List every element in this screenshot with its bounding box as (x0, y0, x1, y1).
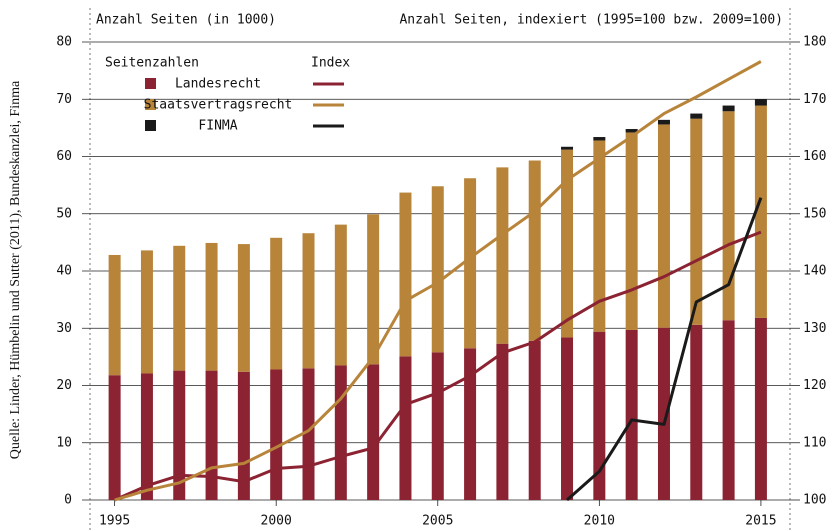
y2-tick-label: 100 (803, 493, 826, 508)
y-tick-label: 80 (56, 35, 72, 50)
legend-label: Landesrecht (175, 77, 261, 92)
bar-segment (399, 192, 412, 357)
right-axis-title: Anzahl Seiten, indexiert (1995=100 bzw. … (399, 13, 783, 28)
bar-segment (561, 146, 574, 150)
index-line (113, 230, 762, 502)
bar-segment (690, 113, 703, 119)
y-tick-label: 60 (56, 149, 72, 164)
x-tick-label: 1995 (99, 514, 130, 529)
bar-segment (754, 317, 767, 500)
bar-segment (657, 327, 670, 500)
y-tick-label: 10 (56, 435, 72, 450)
bar-segment (108, 375, 121, 500)
y2-tick-label: 150 (803, 206, 826, 221)
bar-segment (528, 340, 541, 500)
x-tick-label: 2015 (745, 514, 776, 529)
index-line (566, 197, 763, 502)
bar-segment (722, 320, 735, 500)
bar-segment (528, 160, 541, 341)
y2-tick-label: 140 (803, 264, 826, 279)
x-tick-label: 2000 (261, 514, 292, 529)
bar-segment (464, 348, 477, 500)
bar-segment (593, 140, 606, 332)
bar-segment (270, 369, 283, 500)
bar-segment (173, 370, 186, 500)
bar-segment (561, 149, 574, 338)
legend-bar-header: Seitenzahlen (105, 56, 199, 71)
bar-segment (625, 329, 638, 500)
x-tick-label: 2005 (422, 514, 453, 529)
bar-segment (496, 343, 509, 500)
bar-segment (496, 167, 509, 344)
legend-label: FINMA (198, 119, 237, 134)
bar-segment (593, 331, 606, 500)
y-tick-label: 0 (64, 493, 72, 508)
bar-segment (237, 371, 250, 500)
bar-segment (334, 365, 347, 500)
bar-segment (140, 373, 153, 500)
y2-tick-label: 160 (803, 149, 826, 164)
bar-segment (205, 370, 218, 500)
y2-tick-label: 120 (803, 378, 826, 393)
bar-segment (625, 132, 638, 330)
legend-line-header: Index (311, 56, 350, 71)
bar-segment (431, 186, 444, 353)
bar-segment (237, 244, 250, 372)
x-tick-label: 2010 (584, 514, 615, 529)
bar-segment (464, 178, 477, 349)
bar-segment (561, 337, 574, 500)
bar-segment (367, 364, 380, 500)
bar-segment (754, 99, 767, 106)
y-tick-label: 20 (56, 378, 72, 393)
bar-segment (399, 356, 412, 500)
bar-segment (108, 254, 121, 376)
bar-segment (302, 233, 315, 369)
y2-tick-label: 130 (803, 321, 826, 336)
bar-segment (754, 105, 767, 318)
y-tick-label: 70 (56, 92, 72, 107)
legend-swatch (145, 78, 156, 89)
bar-segment (270, 237, 283, 370)
bar-segment (690, 324, 703, 500)
bar-segment (140, 250, 153, 374)
bar-segment (625, 129, 638, 133)
left-axis-title: Anzahl Seiten (in 1000) (96, 13, 276, 28)
y2-tick-label: 180 (803, 35, 826, 50)
bar-segment (657, 124, 670, 328)
y-tick-label: 50 (56, 206, 72, 221)
bar-segment (722, 105, 735, 112)
legend-swatch (145, 120, 156, 131)
y-tick-label: 40 (56, 264, 72, 279)
bar-segment (657, 119, 670, 125)
bar-segment (431, 352, 444, 500)
index-line (114, 60, 762, 502)
bar-segment (593, 137, 606, 141)
bar-segment (173, 245, 186, 371)
bar-segment (367, 214, 380, 365)
bar-segment (205, 242, 218, 371)
legend-swatch (145, 99, 156, 110)
bar-segment (722, 111, 735, 321)
y2-tick-label: 170 (803, 92, 826, 107)
y-tick-label: 30 (56, 321, 72, 336)
legend-label: Staatsvertragsrecht (144, 98, 293, 113)
bar-segment (690, 118, 703, 325)
bar-segment (334, 224, 347, 366)
y2-tick-label: 110 (803, 435, 826, 450)
source: Quelle: Linder, Hümbelin und Sutter (201… (8, 80, 23, 459)
